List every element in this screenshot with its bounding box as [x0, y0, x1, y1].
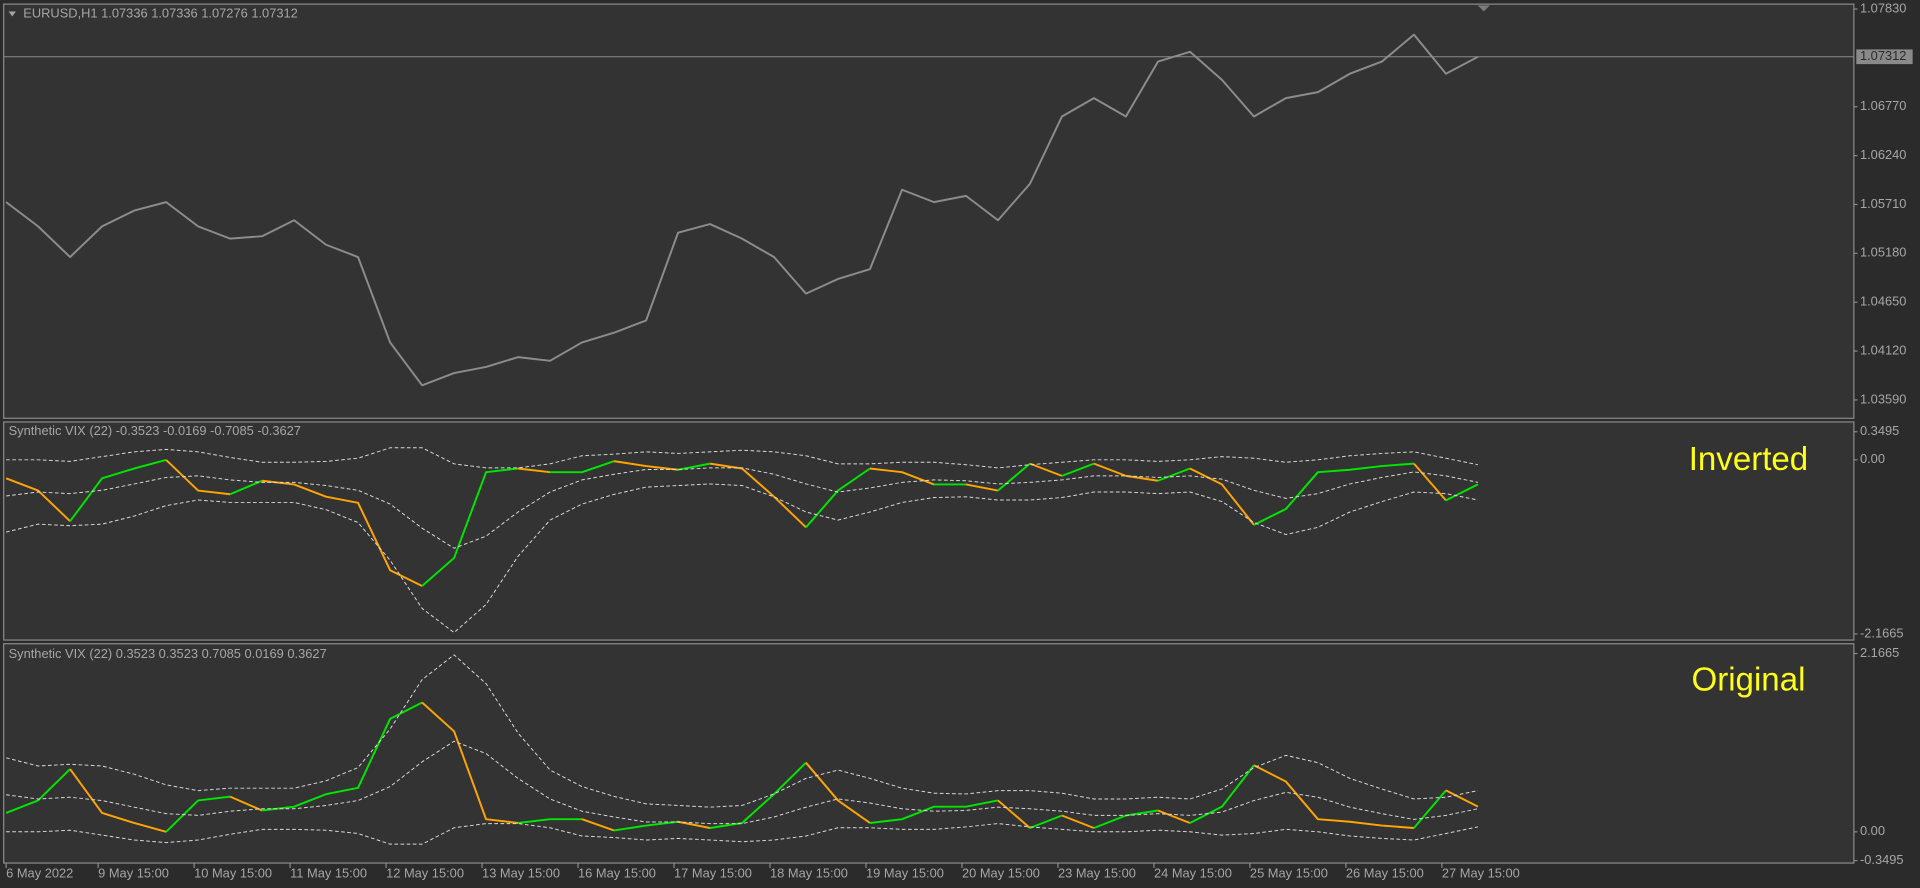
y-tick-label: 1.07830 — [1860, 0, 1906, 15]
band-line — [6, 483, 1479, 634]
x-tick-label: 27 May 15:00 — [1442, 865, 1520, 880]
series-line — [677, 462, 711, 471]
x-tick-label: 16 May 15:00 — [578, 865, 656, 880]
series-line — [965, 483, 999, 492]
series-line — [1189, 467, 1255, 526]
x-tick-label: 25 May 15:00 — [1250, 865, 1328, 880]
series-line — [1413, 462, 1447, 502]
series-line — [69, 768, 167, 833]
series-line — [69, 458, 167, 522]
series-line — [1157, 467, 1191, 482]
series-line — [1061, 814, 1095, 829]
series-line — [1445, 483, 1479, 502]
series-line — [261, 701, 423, 812]
series-line — [517, 818, 583, 824]
x-tick-label: 11 May 15:00 — [290, 865, 367, 880]
series-line — [677, 820, 711, 829]
current-price-box — [1856, 49, 1913, 65]
original-panel — [3, 643, 1855, 864]
series-line — [613, 820, 679, 832]
x-tick-label: 24 May 15:00 — [1154, 865, 1232, 880]
series-line — [1061, 462, 1095, 477]
shift-marker — [1477, 5, 1490, 12]
series-line — [1253, 462, 1415, 526]
series-line — [1253, 764, 1415, 829]
y-tick-label: 1.05710 — [1860, 196, 1906, 211]
annotation: Original — [1691, 661, 1805, 698]
inverted-panel — [3, 421, 1855, 641]
y-tick-label: 1.04650 — [1860, 294, 1906, 309]
series-line — [997, 799, 1031, 829]
x-tick-label: 20 May 15:00 — [962, 865, 1040, 880]
band-line — [6, 823, 1479, 845]
price-title: EURUSD,H1 1.07336 1.07336 1.07276 1.0731… — [23, 5, 298, 20]
x-tick-label: 12 May 15:00 — [386, 865, 464, 880]
x-tick-label: 23 May 15:00 — [1058, 865, 1136, 880]
series-line — [421, 467, 519, 587]
series-line — [5, 33, 1479, 387]
y-tick-label: -2.1665 — [1860, 625, 1904, 640]
x-tick-label: 19 May 15:00 — [866, 865, 944, 880]
series-line — [1189, 764, 1255, 824]
series-line — [229, 479, 263, 496]
current-price-label: 1.07312 — [1860, 48, 1906, 63]
indicator-title: Synthetic VIX (22) 0.3523 0.3523 0.7085 … — [9, 646, 327, 661]
price-panel — [3, 3, 1855, 419]
x-tick-label: 9 May 15:00 — [98, 865, 169, 880]
y-tick-label: 1.05180 — [1860, 245, 1906, 260]
band-line — [6, 654, 1479, 808]
series-line — [1029, 814, 1063, 829]
y-tick-label: 1.06770 — [1860, 98, 1906, 113]
series-line — [1157, 809, 1191, 824]
band-line — [6, 740, 1479, 825]
x-tick-label: 13 May 15:00 — [482, 865, 560, 880]
series-line — [5, 768, 71, 814]
series-line — [5, 477, 71, 522]
series-line — [709, 761, 807, 829]
indicator-title: Synthetic VIX (22) -0.3523 -0.0169 -0.70… — [9, 423, 301, 438]
y-tick-label: 2.1665 — [1860, 645, 1899, 660]
annotation: Inverted — [1689, 441, 1809, 478]
series-line — [165, 459, 231, 496]
series-line — [1413, 789, 1447, 829]
series-line — [997, 462, 1031, 492]
y-tick-label: 0.00 — [1860, 823, 1885, 838]
x-tick-label: 17 May 15:00 — [674, 865, 752, 880]
y-tick-label: 1.06240 — [1860, 147, 1906, 162]
y-tick-label: 1.03590 — [1860, 391, 1906, 406]
series-line — [869, 467, 935, 486]
band-line — [6, 467, 1479, 549]
series-line — [1445, 789, 1479, 808]
y-tick-label: 1.04120 — [1860, 342, 1906, 357]
series-line — [550, 460, 615, 474]
collapse-arrow[interactable] — [8, 11, 16, 17]
series-line — [261, 479, 423, 587]
series-line — [869, 799, 999, 824]
x-tick-label: 26 May 15:00 — [1346, 865, 1424, 880]
series-line — [1093, 462, 1159, 482]
series-line — [613, 460, 679, 471]
x-tick-label: 10 May 15:00 — [194, 865, 272, 880]
y-tick-label: -0.3495 — [1860, 852, 1904, 867]
x-tick-label: 6 May 2022 — [6, 865, 73, 880]
y-tick-label: 0.3495 — [1860, 423, 1899, 438]
series-line — [581, 818, 615, 832]
series-line — [165, 795, 231, 833]
y-tick-label: 0.00 — [1860, 451, 1885, 466]
series-line — [1029, 462, 1063, 477]
series-line — [517, 467, 551, 474]
series-line — [229, 795, 263, 812]
x-tick-label: 18 May 15:00 — [770, 865, 848, 880]
band-line — [6, 447, 1479, 469]
series-line — [421, 701, 519, 824]
series-line — [709, 462, 807, 529]
